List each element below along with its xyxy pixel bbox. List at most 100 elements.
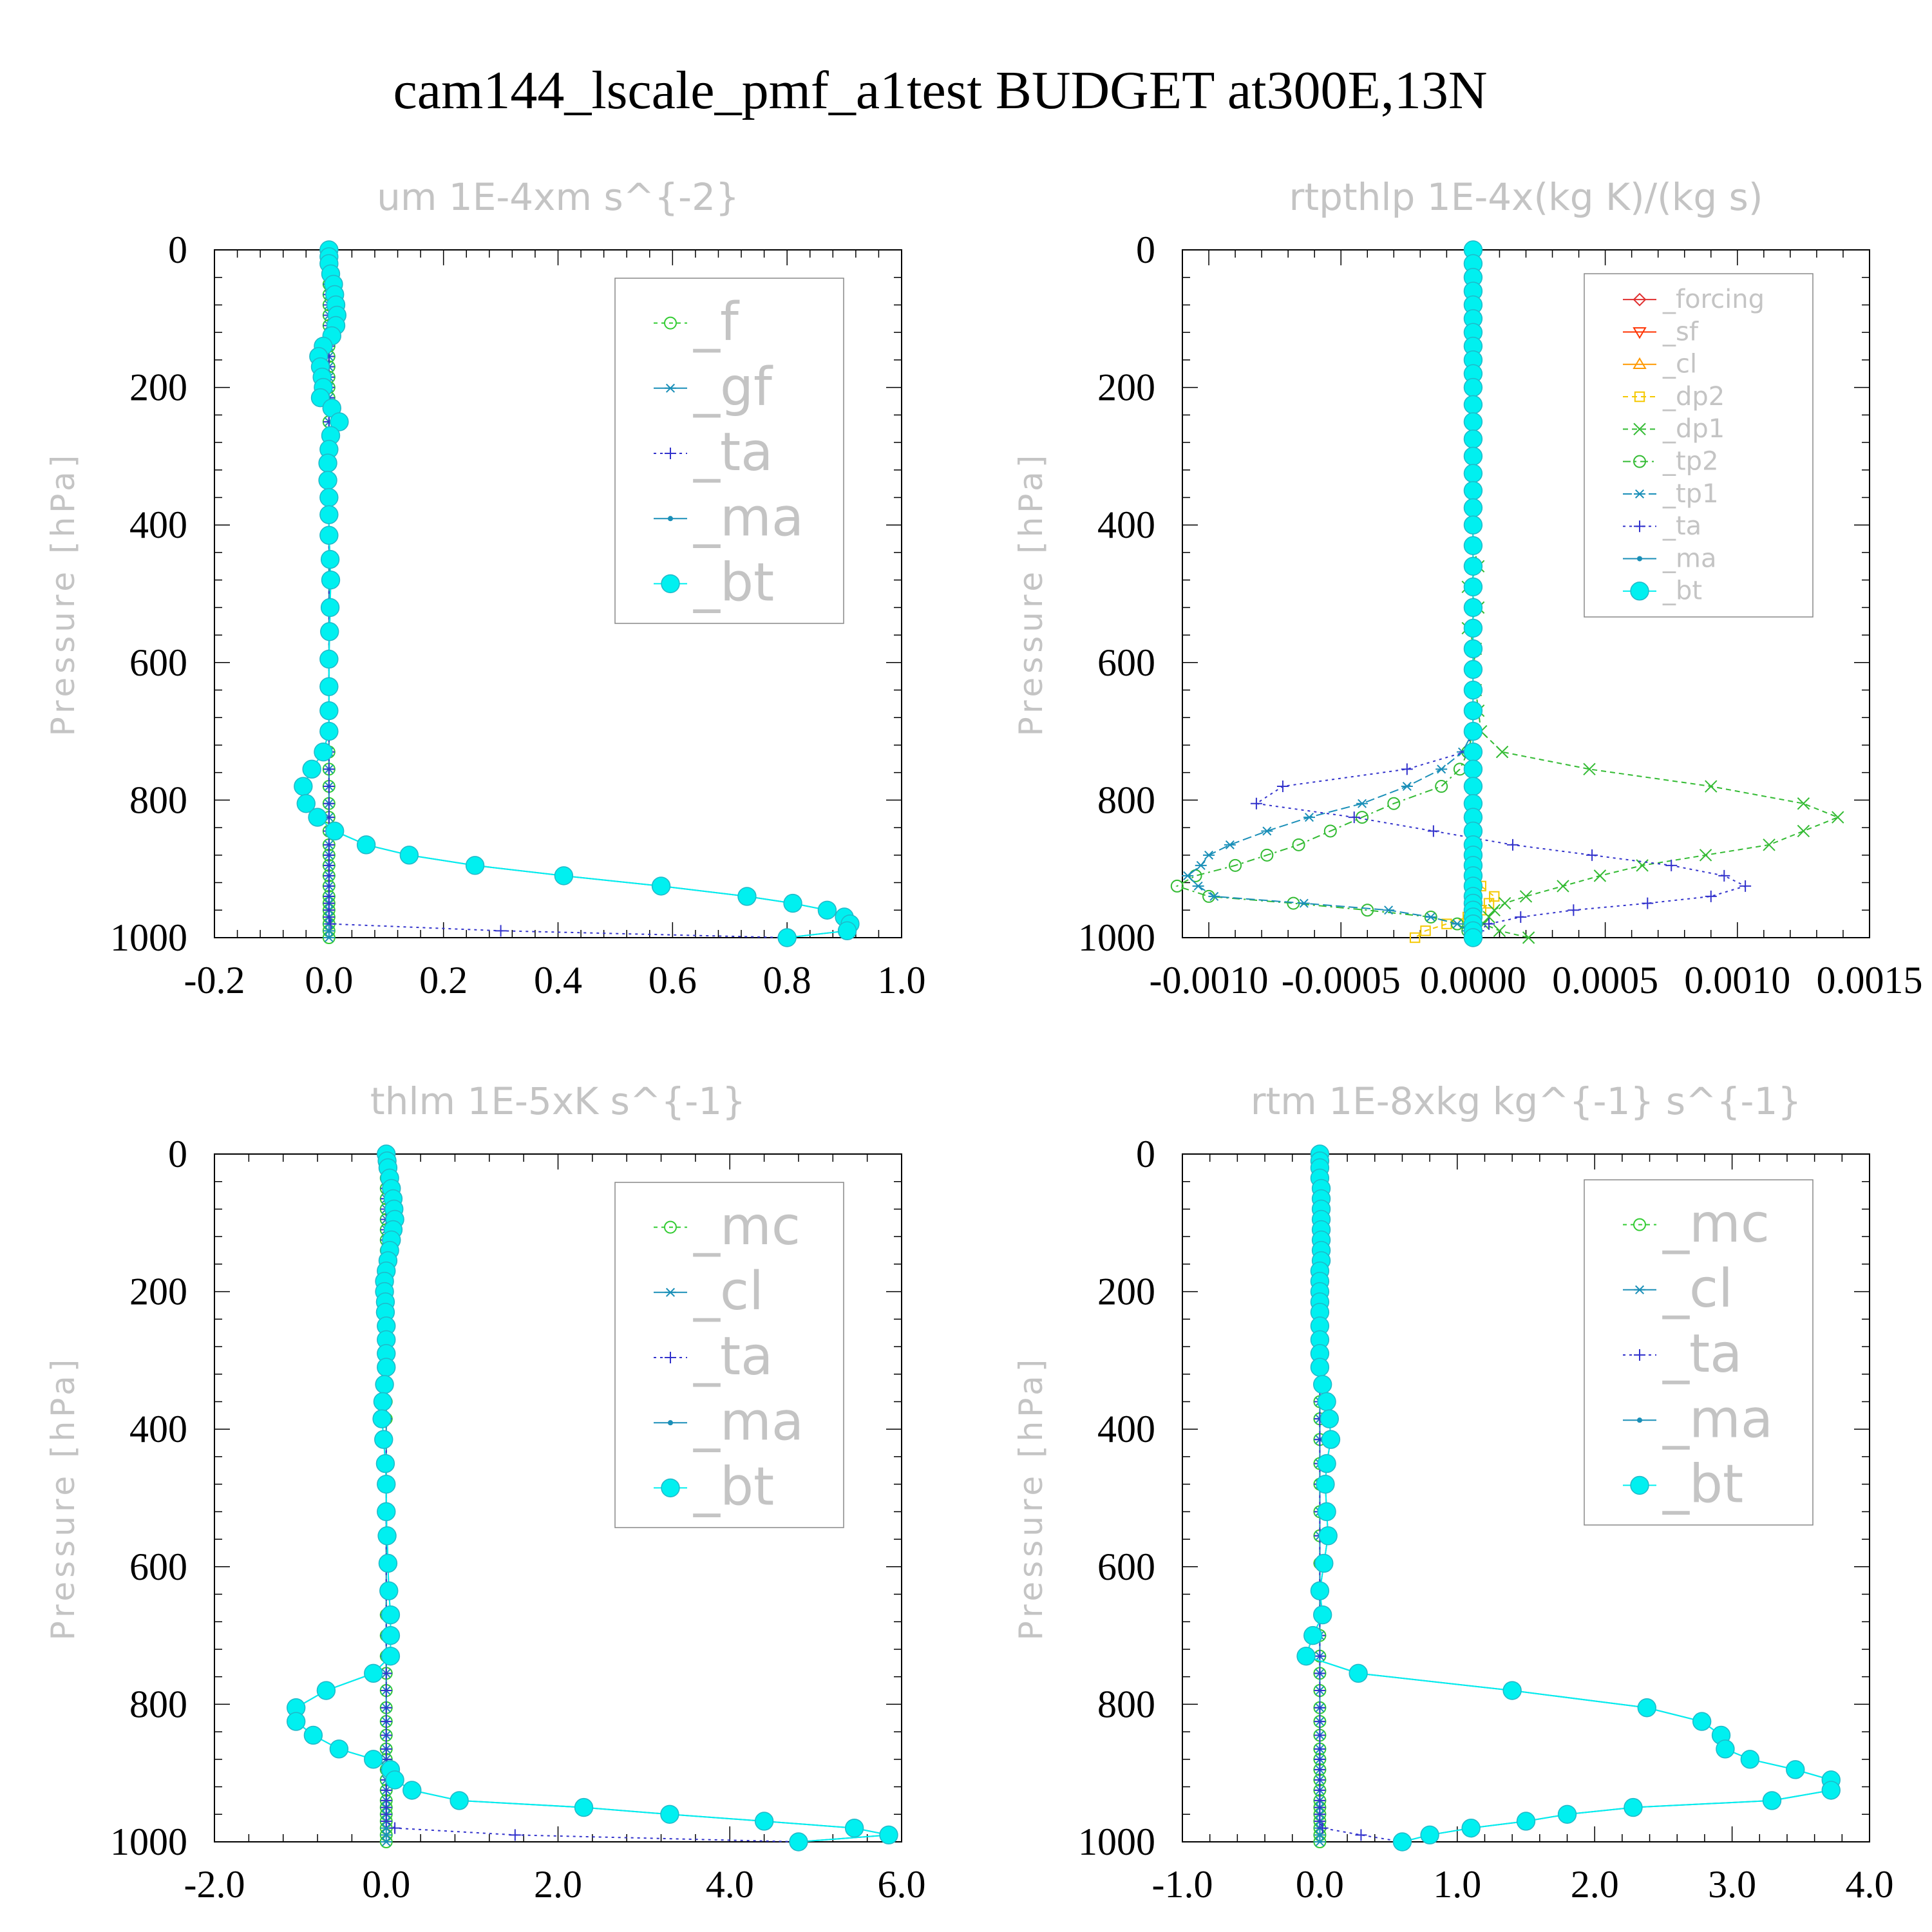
data-point (783, 893, 802, 913)
legend-box (1584, 273, 1814, 618)
x-tick-label: -2.0 (184, 1863, 245, 1906)
legend: _mc_cl_ta_ma_bt (614, 1182, 844, 1528)
x-tick-label: 2.0 (534, 1863, 582, 1906)
series-bt (287, 1144, 898, 1852)
data-point (1488, 904, 1501, 916)
legend-marker (1633, 327, 1647, 339)
x-tick-label: 0.2 (419, 959, 468, 1001)
data-point (1356, 799, 1368, 808)
data-point (1624, 1797, 1643, 1817)
y-tick-label: 200 (1097, 366, 1155, 409)
data-point (1425, 912, 1437, 922)
legend-marker (1634, 1285, 1645, 1294)
x-tick-label: 6.0 (878, 1863, 926, 1906)
x-tick-label: 3.0 (1708, 1863, 1756, 1906)
data-point (319, 526, 339, 545)
data-point (1463, 721, 1483, 741)
data-point (1420, 1825, 1439, 1845)
data-point (817, 900, 837, 920)
data-point (1705, 780, 1718, 793)
legend-marker (1634, 520, 1645, 533)
data-point (1317, 1454, 1336, 1473)
series-line (1319, 1154, 1403, 1842)
legend-marker (665, 448, 676, 459)
series-line (1186, 250, 1474, 938)
data-point (1314, 1743, 1326, 1755)
data-point (1557, 880, 1569, 893)
y-tick-label: 800 (129, 1683, 187, 1725)
data-point (1489, 891, 1500, 902)
data-point (1427, 825, 1439, 837)
legend-label: _forcing (1662, 285, 1765, 314)
x-tick-label: 0.0015 (1817, 959, 1923, 1001)
data-point (1314, 1763, 1326, 1776)
data-point (1323, 824, 1337, 838)
legend-label: _ma (1662, 544, 1716, 573)
data-point (1318, 1526, 1338, 1546)
data-point (1314, 1815, 1326, 1827)
y-tick-label: 0 (1136, 1133, 1155, 1175)
legend: _forcing _sf _cl _dp2_dp1_tp2_tp1_ta _ma _bt (1584, 273, 1814, 618)
data-point (380, 1837, 392, 1847)
data-point (1502, 1681, 1522, 1700)
data-point (1519, 890, 1533, 903)
panel-rtm: rtm 1E-8xkg kg^{-1} s^{-1} Pressure [hPa]… (1012, 1079, 1894, 1906)
data-point (1463, 556, 1483, 576)
data-point (1409, 932, 1421, 943)
legend: _f_gf_ta_ma_bt (614, 278, 844, 624)
data-point (323, 763, 335, 775)
data-point (1316, 1822, 1329, 1834)
plot-frame (1182, 1153, 1870, 1842)
data-point (323, 849, 335, 861)
data-point (318, 453, 337, 473)
x-tick-label: 1.0 (1433, 1863, 1481, 1906)
data-point (1567, 904, 1580, 916)
data-point (372, 1409, 392, 1428)
data-point (1498, 896, 1511, 910)
x-tick-label: -0.0005 (1282, 959, 1401, 1001)
data-point (380, 1784, 392, 1796)
data-point (1463, 515, 1483, 535)
data-point (495, 925, 507, 937)
data-point (1321, 1430, 1341, 1449)
data-point (1314, 1784, 1326, 1796)
panel-title: rtpthlp 1E-4x(kg K)/(kg s) (1289, 175, 1763, 219)
legend-label: _ma (693, 487, 804, 548)
data-point (380, 1743, 392, 1755)
data-point (380, 1701, 392, 1714)
data-point (323, 838, 335, 851)
data-point (554, 866, 574, 886)
data-point (389, 1822, 401, 1834)
data-point (1797, 797, 1810, 810)
y-tick-label: 400 (1097, 504, 1155, 546)
data-point (381, 1625, 401, 1645)
data-point (1317, 1392, 1336, 1412)
data-point (323, 781, 335, 793)
data-point (450, 1791, 469, 1810)
legend-marker (667, 516, 674, 522)
data-point (314, 742, 333, 762)
data-point (465, 856, 485, 875)
legend-marker (1633, 455, 1646, 468)
y-tick-label: 200 (129, 1271, 187, 1313)
y-tick-label: 800 (1097, 1683, 1155, 1725)
legend-label: _sf (1662, 317, 1699, 346)
data-point (1314, 1553, 1334, 1573)
legend-marker (1636, 1417, 1643, 1423)
data-point (323, 869, 335, 882)
data-point (1716, 1739, 1735, 1759)
data-point (1493, 924, 1506, 938)
data-point (1463, 430, 1483, 449)
y-tick-label: 800 (1097, 779, 1155, 821)
data-point (1203, 850, 1215, 860)
data-point (1298, 898, 1310, 908)
data-point (380, 1815, 392, 1827)
series-tp2 (1170, 243, 1480, 944)
data-point (879, 1825, 898, 1845)
data-point (1557, 1804, 1577, 1824)
data-point (1361, 904, 1374, 917)
y-axis-label: Pressure [hPa] (1012, 451, 1050, 737)
y-tick-label: 600 (129, 641, 187, 684)
panel-title: um 1E-4xm s^{-2} (377, 175, 739, 219)
panel-title: rtm 1E-8xkg kg^{-1} s^{-1} (1251, 1079, 1802, 1123)
